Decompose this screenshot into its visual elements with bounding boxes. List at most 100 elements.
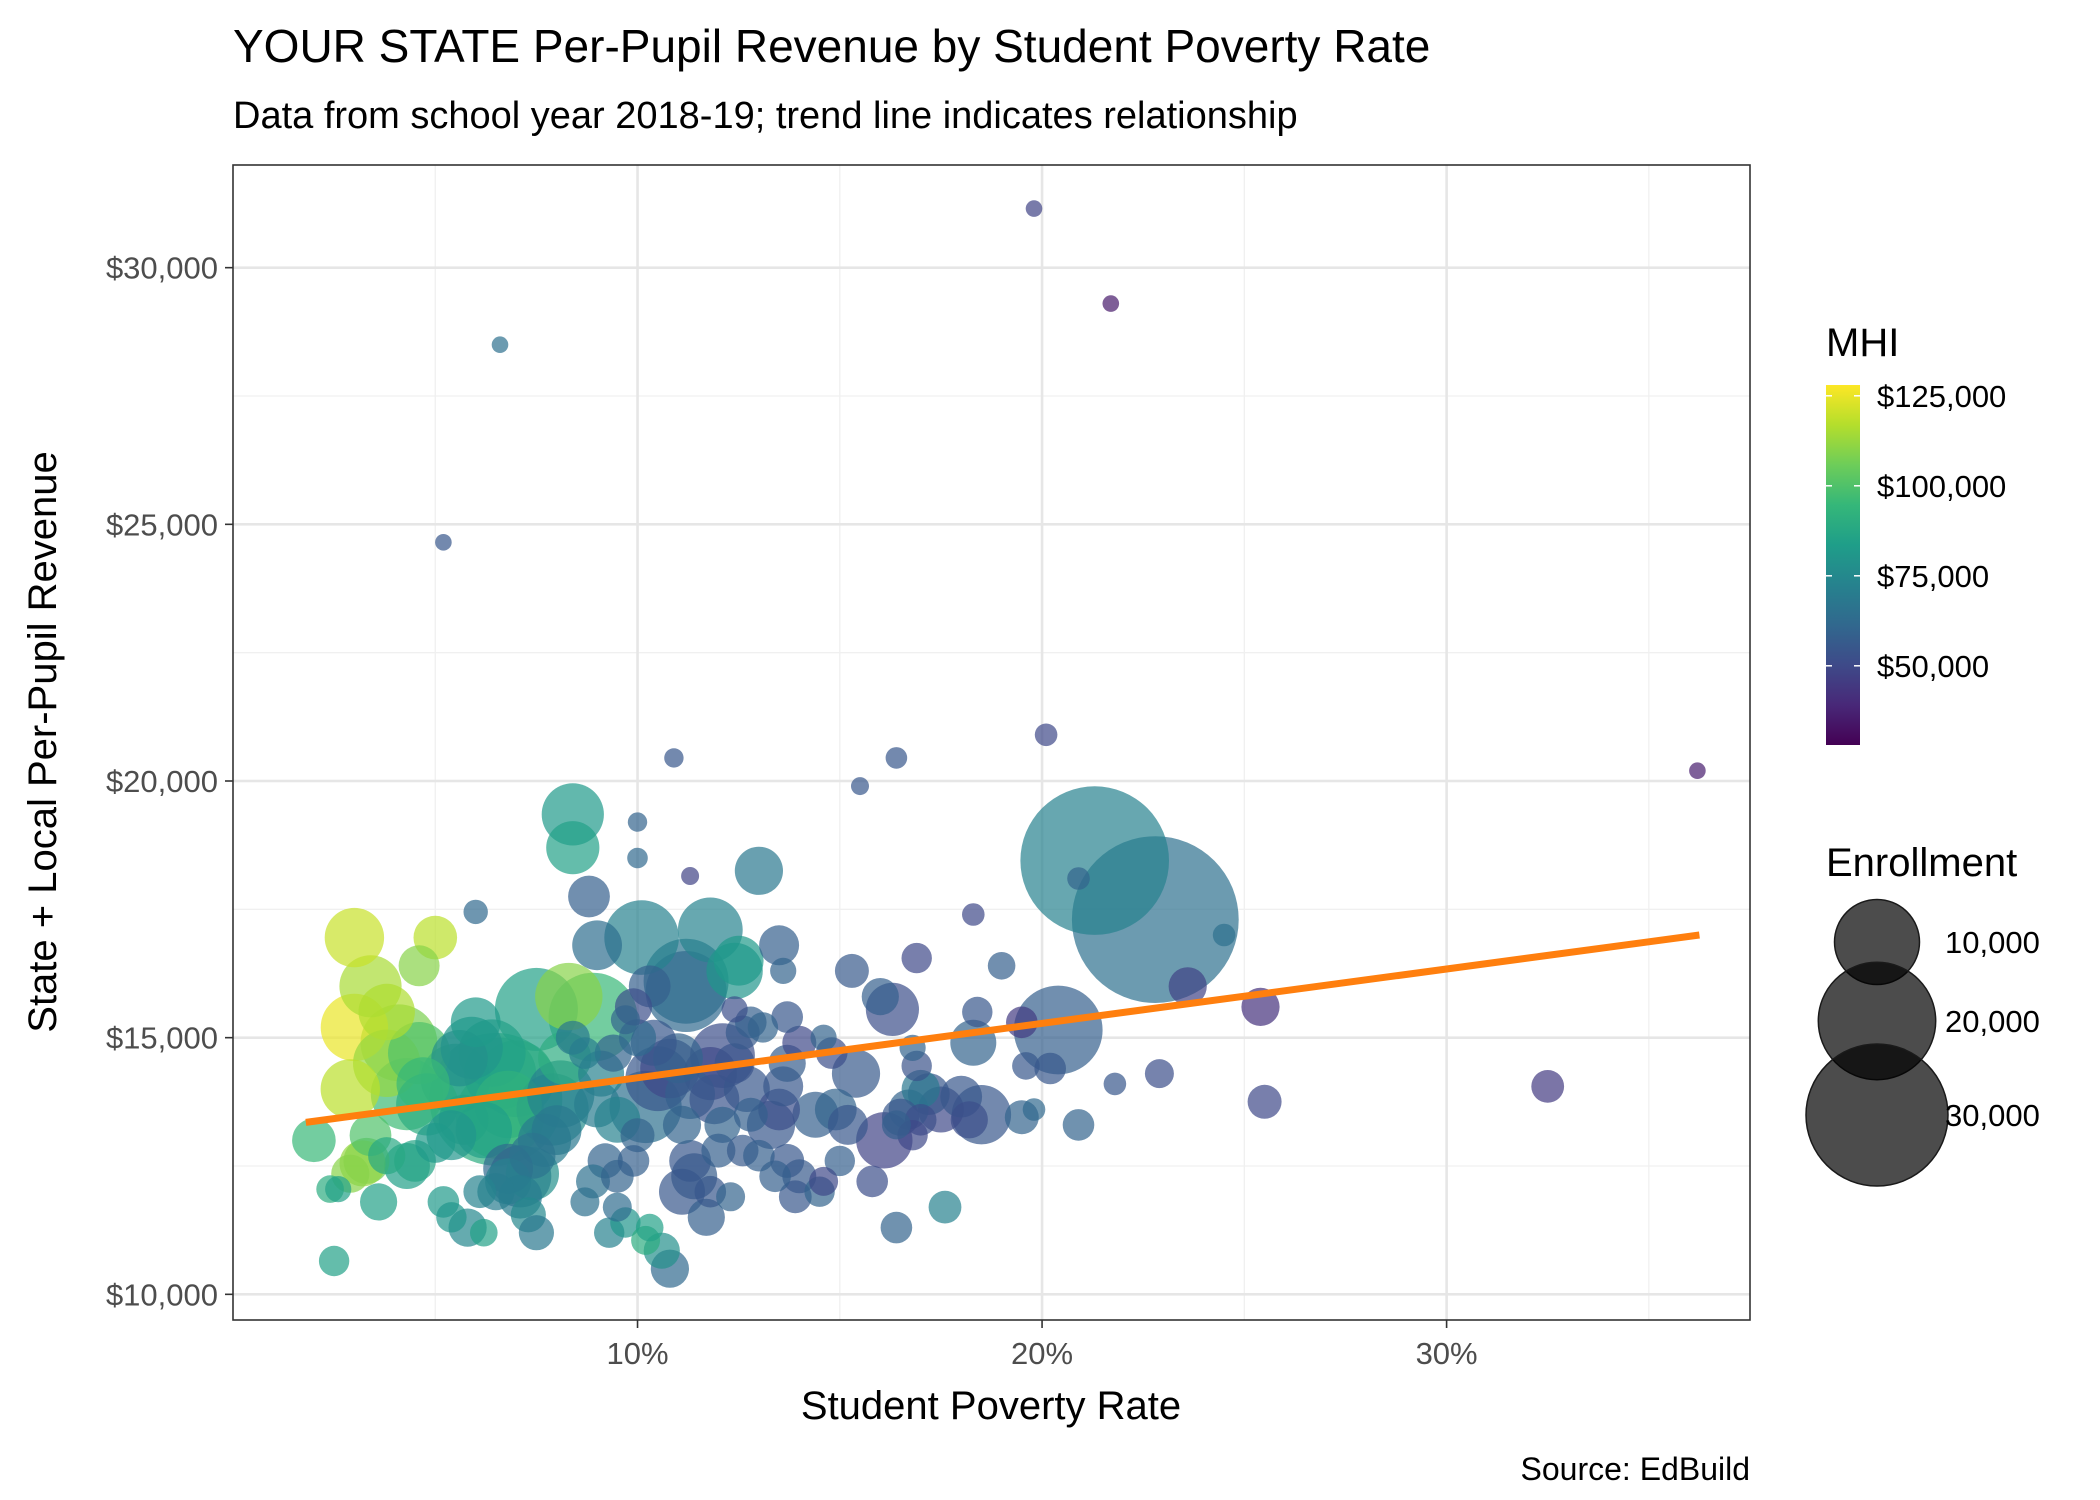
data-point [398, 945, 440, 987]
data-point [1025, 200, 1043, 217]
chart-title: YOUR STATE Per-Pupil Revenue by Student … [233, 20, 1430, 72]
data-point [962, 903, 985, 926]
size-legend-title: Enrollment [1826, 841, 2017, 885]
data-point [1247, 1084, 1282, 1119]
data-point [950, 1101, 988, 1139]
data-point [360, 1183, 398, 1221]
data-point [856, 1165, 888, 1198]
data-point [664, 748, 684, 768]
x-axis-title: Student Poverty Rate [801, 1384, 1181, 1428]
data-point [509, 1132, 556, 1179]
data-point [546, 821, 600, 875]
data-point [1067, 867, 1090, 890]
axes: $10,000 $15,000 $20,000 $25,000 $30,000 10% 20… [106, 251, 1478, 1371]
data-point [1531, 1070, 1565, 1103]
data-point [620, 1118, 655, 1153]
data-point [1062, 1109, 1095, 1141]
data-point [770, 957, 797, 985]
data-point [1144, 1059, 1174, 1089]
size-legend-label: 30,000 [1945, 1098, 2040, 1133]
data-point [950, 1019, 997, 1066]
color-legend: MHI $50,000 $75,000 $100,000 $125,000 [1826, 321, 2006, 745]
data-point [928, 1190, 962, 1224]
data-point [518, 1215, 555, 1251]
color-legend-label: $100,000 [1877, 469, 2006, 504]
data-point [463, 1175, 497, 1209]
size-legend: Enrollment 10,000 20,000 30,000 [1805, 841, 2040, 1187]
data-point [987, 952, 1016, 980]
data-point [324, 907, 385, 968]
data-point [851, 777, 869, 796]
data-point [778, 1180, 812, 1214]
data-point [1034, 1052, 1066, 1085]
data-point [669, 1140, 711, 1182]
y-tick-label: $15,000 [106, 1021, 218, 1056]
trend-line [305, 931, 1700, 1126]
data-point [861, 978, 899, 1016]
data-point [568, 875, 610, 918]
data-point [318, 1245, 350, 1277]
data-point [759, 925, 800, 966]
data-point [1212, 923, 1236, 947]
data-point [1020, 786, 1169, 935]
data-point [881, 1110, 911, 1140]
data-point [470, 1218, 498, 1247]
plot-border [232, 164, 1751, 1321]
y-tick-label: $10,000 [106, 1277, 218, 1312]
data-point [721, 996, 748, 1023]
trend-line-group [305, 931, 1700, 1126]
color-bar [1826, 385, 1860, 745]
y-axis-title: State + Local Per-Pupil Revenue [21, 451, 65, 1032]
data-point [602, 1192, 632, 1222]
data-point [435, 534, 452, 551]
data-points [292, 200, 1706, 1288]
data-point [604, 900, 679, 975]
chart-subtitle: Data from school year 2018-19; trend lin… [233, 95, 1298, 137]
data-point [687, 1198, 725, 1236]
data-point [569, 1037, 601, 1069]
data-point [450, 997, 501, 1048]
color-legend-label: $50,000 [1877, 649, 1989, 684]
data-point [320, 1059, 380, 1119]
data-point [1102, 295, 1120, 312]
y-tick-label: $30,000 [106, 251, 218, 286]
data-point [901, 942, 932, 974]
data-point [681, 867, 700, 885]
data-point [810, 1024, 837, 1051]
data-point [1103, 1072, 1127, 1096]
data-point [368, 1137, 406, 1175]
data-point [747, 1012, 779, 1043]
y-tick-label: $20,000 [106, 764, 218, 799]
data-point [572, 920, 622, 971]
data-point [1012, 1052, 1040, 1080]
data-point [396, 1057, 450, 1111]
data-point [570, 1187, 600, 1217]
data-point [358, 983, 415, 1041]
data-point [962, 996, 993, 1028]
data-point [885, 747, 908, 769]
data-point [1034, 723, 1058, 747]
color-legend-label: $125,000 [1877, 379, 2006, 414]
data-point [716, 1182, 746, 1212]
x-tick-label: 20% [1011, 1336, 1073, 1371]
data-point [415, 1122, 456, 1163]
data-point [645, 951, 727, 1032]
data-point [880, 1211, 913, 1244]
data-point [610, 1005, 640, 1035]
data-point [782, 1025, 817, 1060]
data-point [1168, 967, 1207, 1006]
size-legend-circle [1805, 1043, 1949, 1187]
color-legend-label: $75,000 [1877, 559, 1989, 594]
data-point [627, 812, 648, 832]
data-point [535, 962, 603, 1031]
data-point [824, 1145, 855, 1177]
data-point [771, 1001, 803, 1033]
x-tick-label: 30% [1416, 1336, 1478, 1371]
source-caption: Source: EdBuild [1521, 1451, 1750, 1487]
size-legend-label: 20,000 [1945, 1004, 2040, 1039]
y-tick-label: $25,000 [106, 507, 218, 542]
data-point [834, 953, 869, 988]
size-legend-label: 10,000 [1945, 925, 2040, 960]
data-point [759, 1160, 791, 1193]
